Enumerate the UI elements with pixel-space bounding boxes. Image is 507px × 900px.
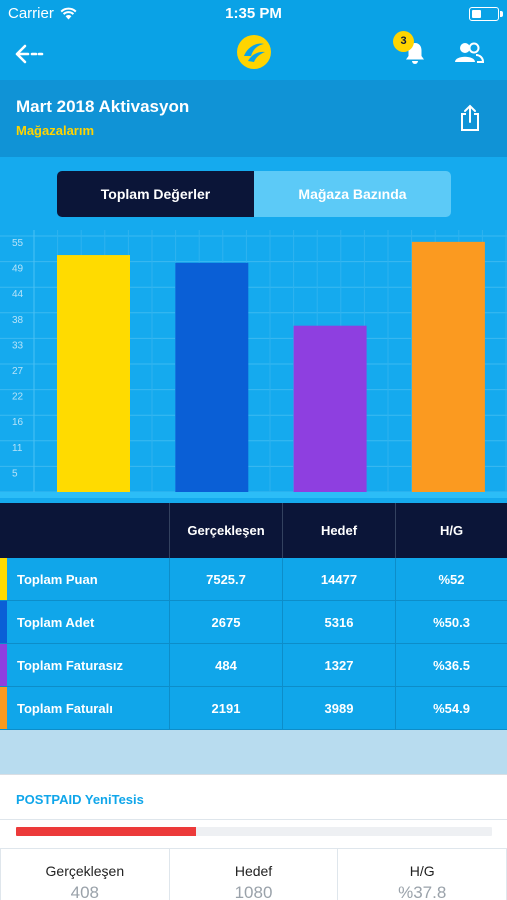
row-actual: 2675: [169, 601, 282, 643]
users-icon[interactable]: [454, 40, 484, 66]
turkcell-logo-icon: [237, 35, 271, 69]
view-toggle: Toplam Değerler Mağaza Bazında: [57, 171, 451, 217]
status-time: 1:35 PM: [225, 5, 282, 22]
bar-toplam-adet[interactable]: [175, 262, 249, 492]
row-label: Toplam Puan: [17, 571, 98, 587]
page-subtitle: Mağazalarım: [16, 123, 95, 138]
row-color-stripe: [0, 644, 7, 686]
stat-label: H/G: [409, 863, 435, 879]
table-footer-spacer: [0, 730, 507, 774]
stat-value: 408: [70, 883, 100, 900]
tab-total-values[interactable]: Toplam Değerler: [57, 171, 254, 217]
table-row[interactable]: Toplam Faturalı 2191 3989 %54.9: [0, 687, 507, 730]
y-tick-label: 27: [12, 366, 24, 377]
postpaid-title: POSTPAID YeniTesis: [16, 792, 144, 807]
bar-toplam-puan[interactable]: [57, 255, 130, 492]
postpaid-card[interactable]: POSTPAID YeniTesis Gerçekleşen 408 Hedef…: [0, 775, 507, 900]
y-tick-label: 38: [12, 315, 24, 326]
row-label: Toplam Faturalı: [17, 700, 113, 716]
row-label: Toplam Adet: [17, 614, 95, 630]
wifi-icon: [60, 7, 77, 20]
row-target: 3989: [282, 687, 395, 729]
y-tick-label: 22: [12, 392, 24, 403]
postpaid-stats: Gerçekleşen 408 Hedef 1080 H/G %37.8: [0, 848, 507, 900]
header-ratio: H/G: [395, 503, 507, 558]
header-actual: Gerçekleşen: [169, 503, 282, 558]
row-actual: 484: [169, 644, 282, 686]
y-tick-label: 49: [12, 264, 24, 275]
y-tick-label: 5: [12, 468, 18, 479]
row-actual: 7525.7: [169, 558, 282, 600]
table-row[interactable]: Toplam Faturasız 484 1327 %36.5: [0, 644, 507, 687]
row-target: 14477: [282, 558, 395, 600]
table-header: Gerçekleşen Hedef H/G: [0, 503, 507, 558]
header-target: Hedef: [282, 503, 395, 558]
stat-value: 1080: [234, 883, 273, 900]
stat-ratio: H/G %37.8: [337, 848, 507, 900]
bar-toplam-faturas-z[interactable]: [293, 325, 367, 492]
notification-badge: 3: [393, 31, 414, 52]
row-ratio: %54.9: [395, 687, 507, 729]
row-ratio: %50.3: [395, 601, 507, 643]
row-color-stripe: [0, 558, 7, 600]
row-label: Toplam Faturasız: [17, 657, 123, 673]
row-ratio: %52: [395, 558, 507, 600]
chart-panel: Toplam Değerler Mağaza Bazında 55 49 44 38 3…: [0, 157, 507, 503]
stat-value: %37.8: [398, 883, 447, 900]
table-row[interactable]: Toplam Puan 7525.7 14477 %52: [0, 558, 507, 601]
row-target: 1327: [282, 644, 395, 686]
stat-actual: Gerçekleşen 408: [0, 848, 169, 900]
postpaid-progress-bar: [16, 827, 492, 836]
row-color-stripe: [0, 687, 7, 729]
tab-store-based[interactable]: Mağaza Bazında: [254, 171, 451, 217]
bar-toplam-fatural-[interactable]: [411, 241, 485, 492]
nav-bar: 3: [0, 28, 507, 80]
stat-target: Hedef 1080: [168, 848, 338, 900]
divider: [0, 819, 507, 820]
y-tick-label: 44: [12, 289, 24, 300]
summary-table: Gerçekleşen Hedef H/G Toplam Puan 7525.7…: [0, 503, 507, 774]
header-empty: [0, 503, 169, 558]
progress-fill: [16, 827, 196, 836]
battery-icon: [469, 7, 503, 21]
share-icon[interactable]: [458, 104, 482, 132]
back-arrow-icon[interactable]: [14, 40, 46, 68]
row-ratio: %36.5: [395, 644, 507, 686]
bar-chart: 55 49 44 38 33 27 22 16 11 5: [0, 230, 507, 498]
row-color-stripe: [0, 601, 7, 643]
page-header: Mart 2018 Aktivasyon Mağazalarım: [0, 80, 507, 157]
table-row[interactable]: Toplam Adet 2675 5316 %50.3: [0, 601, 507, 644]
y-tick-label: 55: [12, 238, 24, 249]
row-target: 5316: [282, 601, 395, 643]
carrier-info: Carrier: [8, 5, 77, 22]
page-title: Mart 2018 Aktivasyon: [16, 97, 190, 116]
y-tick-label: 33: [12, 340, 24, 351]
carrier-label: Carrier: [8, 5, 54, 22]
stat-label: Gerçekleşen: [45, 863, 125, 879]
row-actual: 2191: [169, 687, 282, 729]
chart-baseline: [0, 492, 507, 498]
stat-label: Hedef: [234, 863, 273, 879]
status-bar: Carrier 1:35 PM: [0, 0, 507, 28]
y-tick-label: 16: [12, 417, 24, 428]
y-tick-label: 11: [12, 443, 23, 454]
